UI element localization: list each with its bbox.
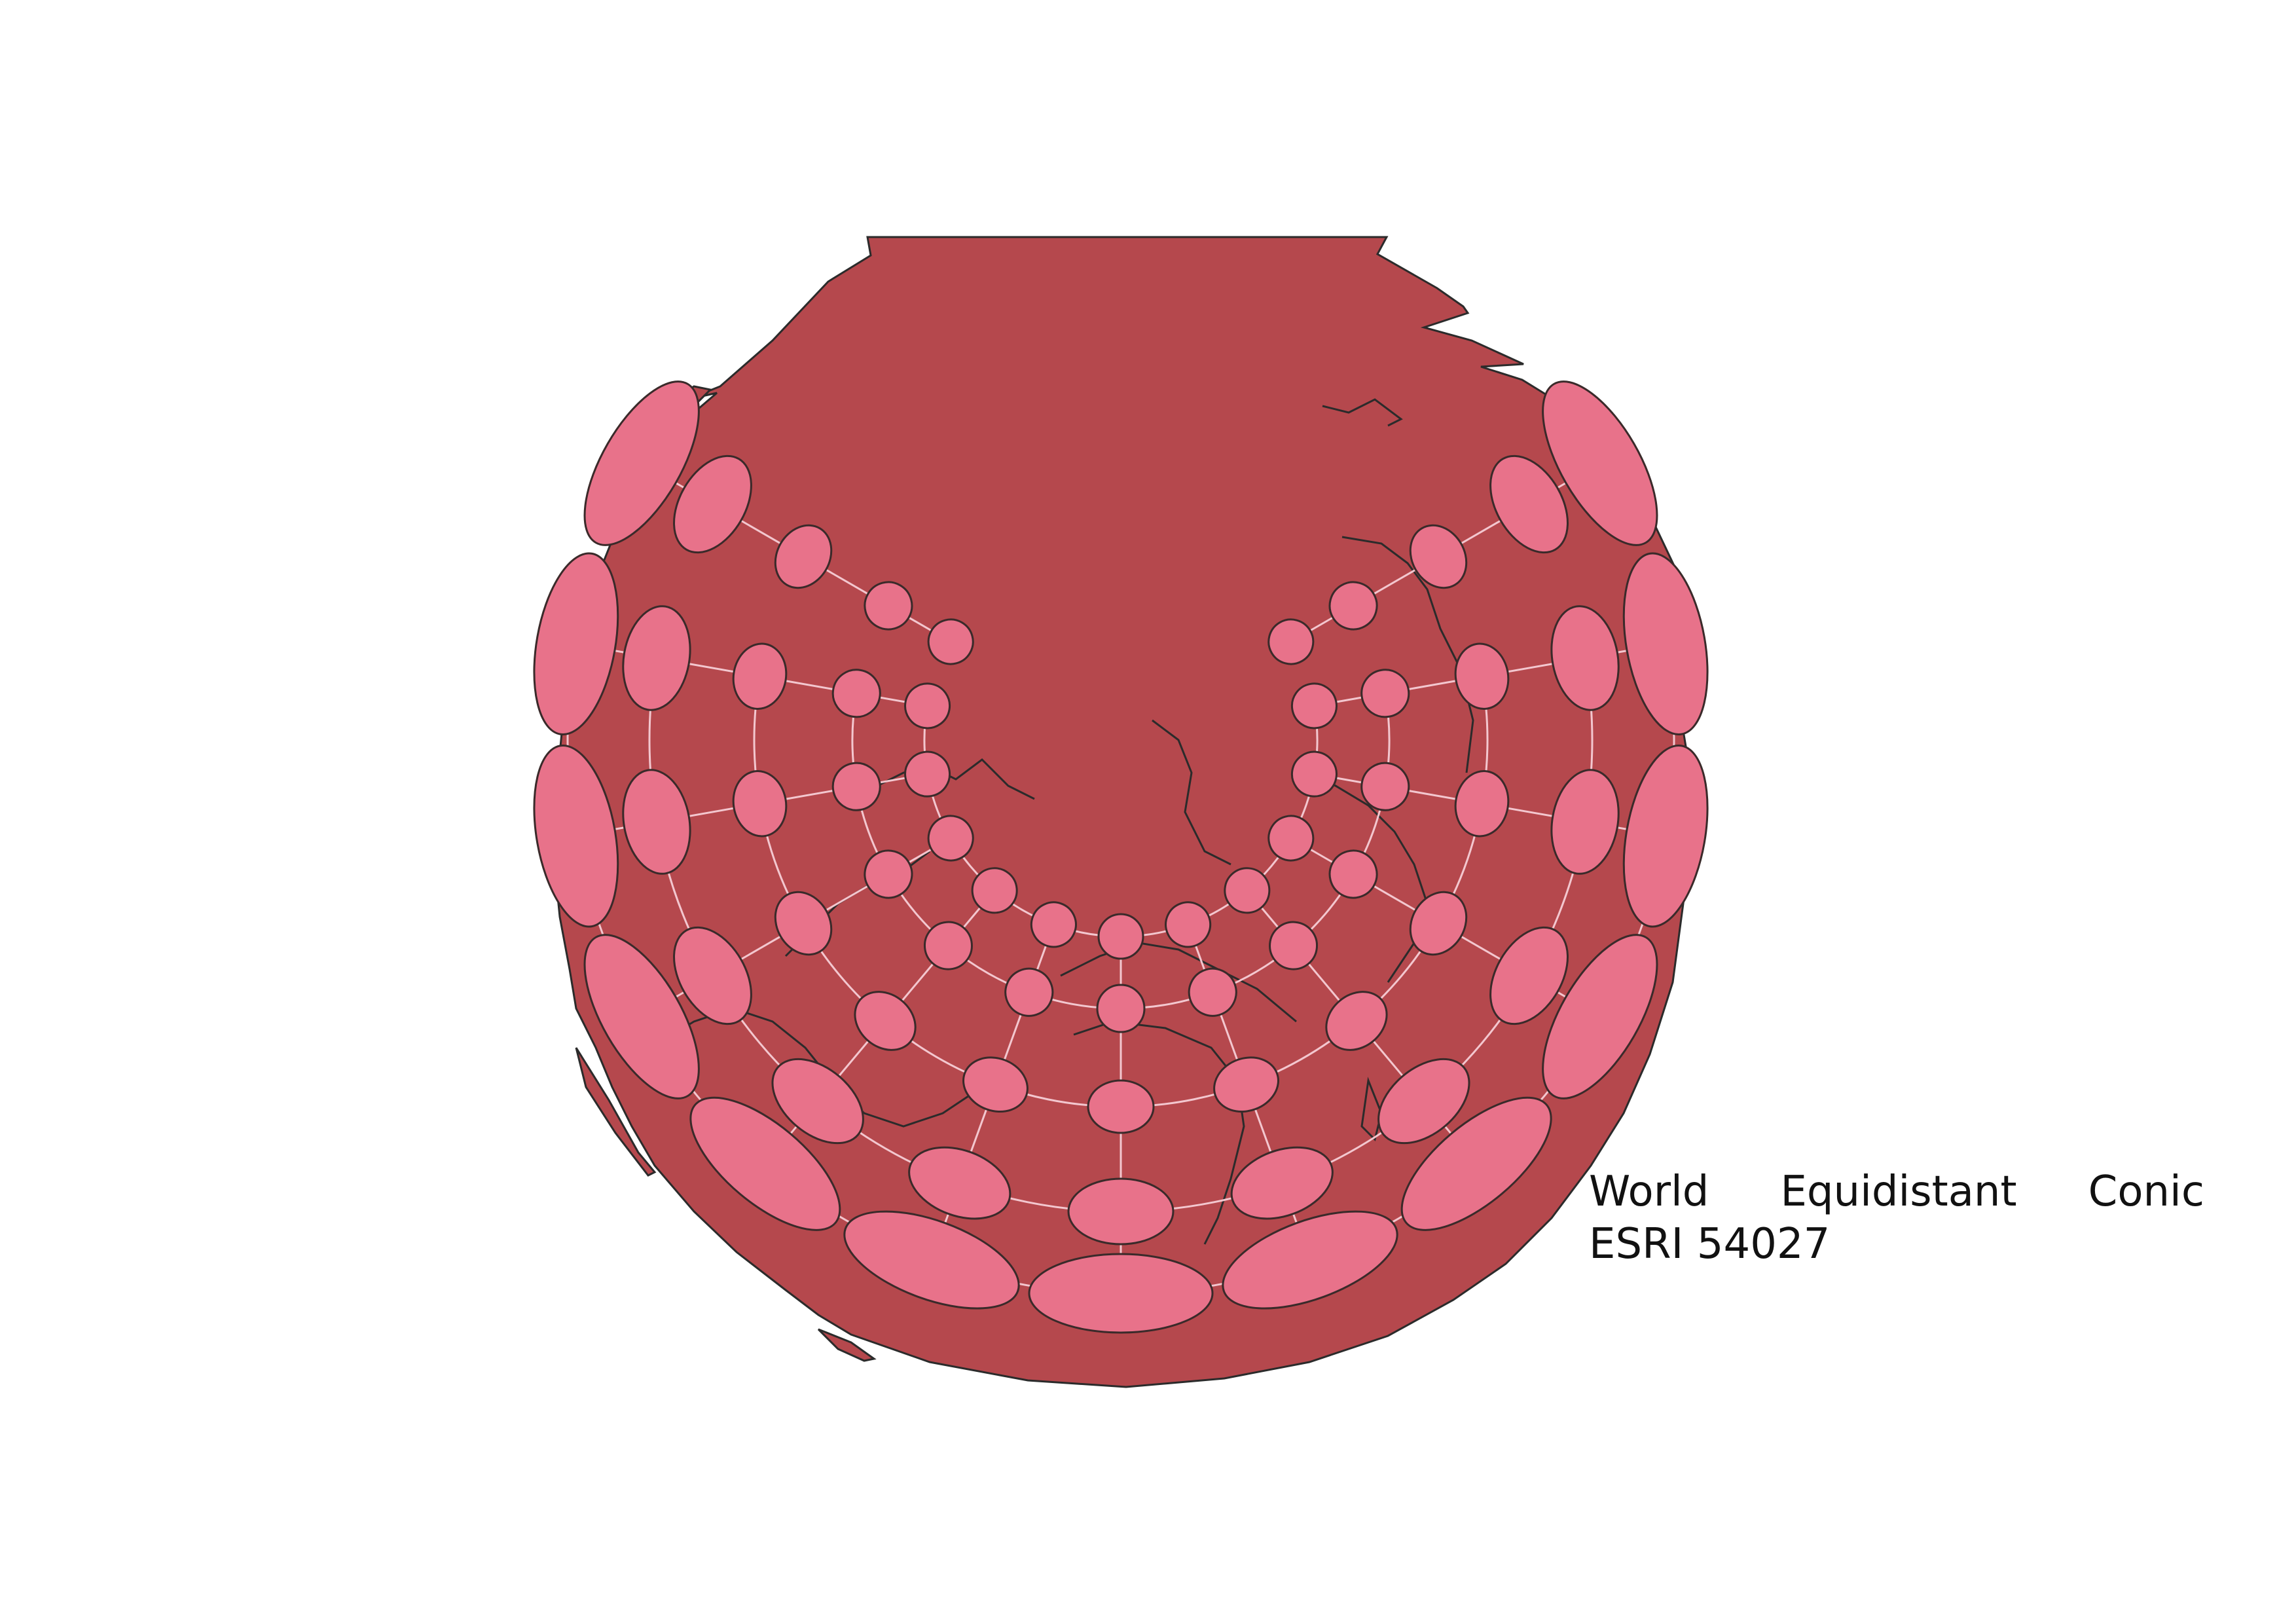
tissot-ellipse	[1213, 1056, 1279, 1113]
coastline	[1322, 398, 1403, 427]
tissot-ellipse	[1267, 618, 1315, 665]
tissot-ellipse	[864, 849, 913, 899]
tissot-ellipse	[1550, 605, 1620, 711]
projection-name-line: World Equidistant Conic	[1589, 1166, 2204, 1218]
tissot-ellipse	[1188, 967, 1237, 1017]
tissot-ellipse	[1230, 1146, 1334, 1220]
tissot-ellipse	[774, 891, 833, 956]
tissot-ellipse	[1028, 1253, 1214, 1334]
tissot-ellipse	[1096, 984, 1146, 1033]
tissot-ellipse	[1222, 1210, 1398, 1310]
tissot-ellipse	[971, 867, 1018, 914]
tissot-ellipse	[1030, 901, 1077, 948]
tissot-ellipse	[962, 1056, 1029, 1113]
tissot-ellipse	[1328, 849, 1378, 899]
tissot-ellipse	[1290, 750, 1338, 798]
tissot-ellipse	[831, 669, 881, 718]
tissot-ellipse	[1489, 454, 1569, 554]
tissot-ellipse	[732, 770, 788, 838]
tissot-ellipse	[831, 762, 881, 811]
tissot-ellipse	[1290, 682, 1338, 729]
land-shard-south-west	[575, 1047, 657, 1177]
projection-label: World Equidistant Conic ESRI 54027	[1589, 1166, 2204, 1270]
tissot-ellipse	[622, 769, 691, 875]
tissot-ellipse	[1542, 934, 1658, 1099]
tissot-ellipse	[1087, 1079, 1155, 1134]
tissot-ellipse	[927, 618, 974, 665]
land-shard-south	[817, 1328, 877, 1362]
tissot-ellipse	[923, 921, 973, 970]
tissot-ellipse	[1489, 926, 1569, 1025]
tissot-ellipse	[1165, 901, 1212, 948]
tissot-ellipse	[774, 524, 833, 589]
tissot-ellipse	[1360, 669, 1410, 718]
projection-code: ESRI 54027	[1589, 1220, 1831, 1268]
tissot-ellipse	[1267, 815, 1315, 862]
tissot-ellipse	[533, 744, 619, 928]
tissot-ellipse	[673, 926, 752, 1025]
tissot-indicatrices	[533, 380, 1709, 1334]
tissot-ellipse	[622, 605, 691, 711]
tissot-ellipse	[1622, 744, 1709, 928]
tissot-ellipse	[771, 1058, 864, 1145]
tissot-ellipse	[1542, 380, 1658, 546]
coastline	[1341, 536, 1474, 773]
tissot-ellipse	[1400, 1096, 1552, 1231]
tissot-ellipse	[864, 581, 913, 631]
tissot-ellipse	[904, 750, 951, 798]
tissot-ellipse	[843, 1210, 1020, 1310]
tissot-ellipse	[1097, 913, 1144, 960]
tissot-ellipse	[1067, 1177, 1175, 1246]
tissot-ellipse	[908, 1146, 1011, 1220]
tissot-ellipse	[583, 934, 700, 1099]
projection-word-3: Conic	[2088, 1168, 2204, 1216]
coastline	[1360, 1077, 1383, 1141]
tissot-ellipse	[1454, 642, 1510, 710]
projection-word-1: World	[1589, 1168, 1709, 1216]
tissot-ellipse	[1004, 967, 1054, 1017]
tissot-ellipse	[689, 1096, 841, 1231]
coastline	[877, 758, 1035, 800]
tissot-ellipse	[1409, 891, 1468, 956]
projection-word-2: Equidistant	[1780, 1168, 2017, 1216]
tissot-ellipse	[1409, 524, 1468, 589]
tissot-ellipse	[583, 380, 700, 546]
tissot-ellipse	[1377, 1058, 1470, 1145]
tissot-ellipse	[1550, 769, 1620, 875]
tissot-ellipse	[673, 454, 752, 554]
tissot-ellipse	[904, 682, 951, 729]
coastline	[1060, 942, 1297, 1023]
coastline	[1152, 719, 1231, 866]
tissot-ellipse	[1454, 770, 1510, 838]
tissot-ellipse	[732, 642, 788, 710]
tissot-ellipse	[927, 815, 974, 862]
tissot-ellipse	[1622, 552, 1709, 736]
tissot-ellipse	[1360, 762, 1410, 811]
tissot-ellipse	[1269, 921, 1319, 970]
tissot-ellipse	[1325, 991, 1388, 1051]
tissot-ellipse	[1328, 581, 1378, 631]
tissot-ellipse	[1224, 867, 1271, 914]
tissot-ellipse	[533, 552, 619, 736]
tissot-ellipse	[854, 991, 917, 1051]
